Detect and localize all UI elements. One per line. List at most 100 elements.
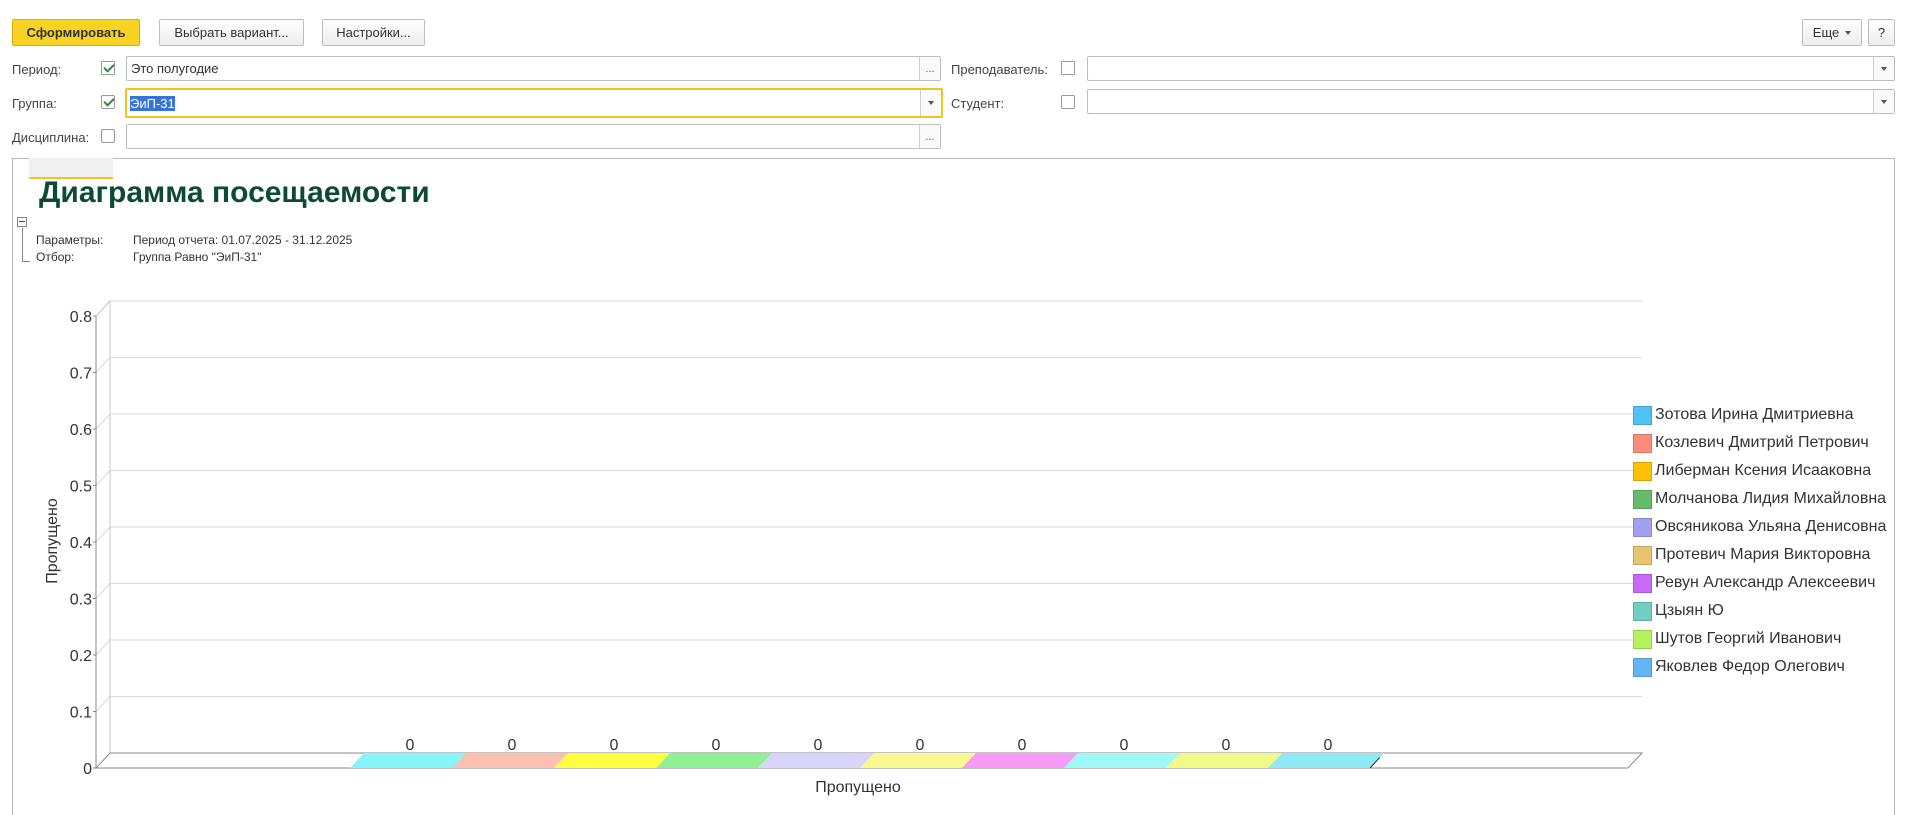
chevron-down-icon [1845,30,1852,35]
collapse-icon[interactable] [17,217,27,227]
bar-6 [860,753,976,768]
bar-1 [350,753,466,768]
legend-swatch [1633,657,1652,677]
chart-bars: 0 0 0 0 0 0 0 0 0 0 [350,737,1384,769]
y-tick-label: 0.4 [70,535,92,552]
legend-swatch [1633,601,1652,621]
period-value: Это полугодие [131,61,219,76]
help-button[interactable]: ? [1868,19,1895,46]
generate-button[interactable]: Сформировать [12,19,140,46]
y-tick-label: 0.3 [70,592,92,609]
grid-line-depth [95,470,111,486]
teacher-dropdown-button[interactable] [1873,57,1894,80]
period-checkbox[interactable] [101,61,115,75]
y-tick-label: 0.7 [70,366,92,383]
teacher-field[interactable] [1087,56,1895,81]
period-select-button[interactable]: ... [919,57,940,80]
discipline-checkbox[interactable] [101,129,115,143]
grid-line-depth [95,413,111,430]
bar-value-label: 0 [814,737,823,754]
student-checkbox[interactable] [1061,95,1075,109]
bar-8 [1064,753,1180,768]
bar-value-label: 0 [406,737,415,754]
legend-swatch [1633,461,1652,481]
bar-value-label: 0 [712,737,721,754]
legend-label: Яковлев Федор Олегович [1655,658,1845,675]
student-dropdown-button[interactable] [1873,90,1894,113]
legend-swatch [1633,517,1652,537]
bar-10 [1268,753,1384,768]
more-button[interactable]: Еще [1802,19,1862,46]
group-dropdown-button[interactable] [920,90,941,116]
bar-7 [962,753,1078,768]
report-tab[interactable] [29,158,113,179]
chevron-down-icon [928,101,934,105]
y-axis-label: Пропущено [44,498,61,584]
params-label: Параметры: [36,233,104,247]
legend-swatch [1633,489,1652,509]
y-tick-label: 0.5 [70,479,92,496]
chart-axes: 0 0.1 0.2 0.3 0.4 0.5 0.6 0.7 0.8 [70,300,1644,778]
bar-9 [1166,753,1282,768]
report-title: Диаграмма посещаемости [39,176,430,209]
legend-swatch [1633,433,1652,453]
grid-line-depth [95,357,111,373]
legend-item: Овсяникова Ульяна Денисовна [1633,517,1886,537]
legend-label: Протевич Мария Викторовна [1655,546,1871,563]
grid-line-depth [95,696,111,712]
legend-item: Шутов Георгий Иванович [1633,629,1841,649]
legend-item: Протевич Мария Викторовна [1633,545,1870,565]
legend-label: Либерман Ксения Исааковна [1655,462,1872,479]
legend-swatch [1633,545,1652,565]
grid-line-depth [95,526,111,543]
filter-value: Группа Равно "ЭиП-31" [133,250,262,264]
legend-item: Цзыян Ю [1633,601,1724,621]
period-label: Период: [12,62,62,77]
discipline-field[interactable]: ... [126,124,941,149]
legend-label: Ревун Александр Алексеевич [1655,574,1876,591]
legend-label: Овсяникова Ульяна Денисовна [1655,518,1887,535]
group-field[interactable]: ЭиП-31 [125,88,943,118]
more-label: Еще [1812,25,1840,40]
y-tick-label: 0 [83,761,92,778]
bar-5 [758,753,874,768]
bar-value-label: 0 [1222,737,1231,754]
grid-line-depth [95,639,111,656]
legend-label: Цзыян Ю [1655,602,1724,619]
y-tick-label: 0.8 [70,309,92,326]
filter-label: Отбор: [36,250,75,264]
legend-label: Зотова Ирина Дмитриевна [1655,406,1854,423]
discipline-label: Дисциплина: [12,130,90,145]
legend-item: Зотова Ирина Дмитриевна [1633,405,1854,425]
settings-button[interactable]: Настройки... [322,19,425,46]
wall-top-edge [95,300,111,317]
chevron-down-icon [1881,99,1887,104]
group-checkbox[interactable] [101,95,115,109]
legend-swatch [1633,573,1652,593]
discipline-select-button[interactable]: ... [919,125,940,148]
teacher-label: Преподаватель: [951,62,1048,77]
bar-4 [656,753,772,768]
student-label: Студент: [951,96,1005,111]
group-label: Группа: [12,96,57,111]
legend-item: Яковлев Федор Олегович [1633,657,1845,677]
y-tick-label: 0.6 [70,422,92,439]
legend-label: Молчанова Лидия Михайловна [1655,490,1887,507]
grid-line-depth [95,583,111,599]
x-axis-label: Пропущено [815,779,901,796]
legend-item: Молчанова Лидия Михайловна [1633,489,1886,509]
bar-3 [554,753,670,768]
period-field[interactable]: Это полугодие ... [126,56,941,81]
choose-variant-button[interactable]: Выбрать вариант... [159,19,304,46]
bar-2 [452,753,568,768]
y-tick-label: 0.2 [70,648,92,665]
bar-edge [1369,757,1381,769]
legend-item: Козлевич Дмитрий Петрович [1633,433,1869,453]
teacher-checkbox[interactable] [1061,61,1075,75]
chevron-down-icon [1881,66,1887,71]
bar-value-label: 0 [610,737,619,754]
student-field[interactable] [1087,89,1895,114]
legend-label: Шутов Георгий Иванович [1655,630,1842,647]
bar-value-label: 0 [916,737,925,754]
